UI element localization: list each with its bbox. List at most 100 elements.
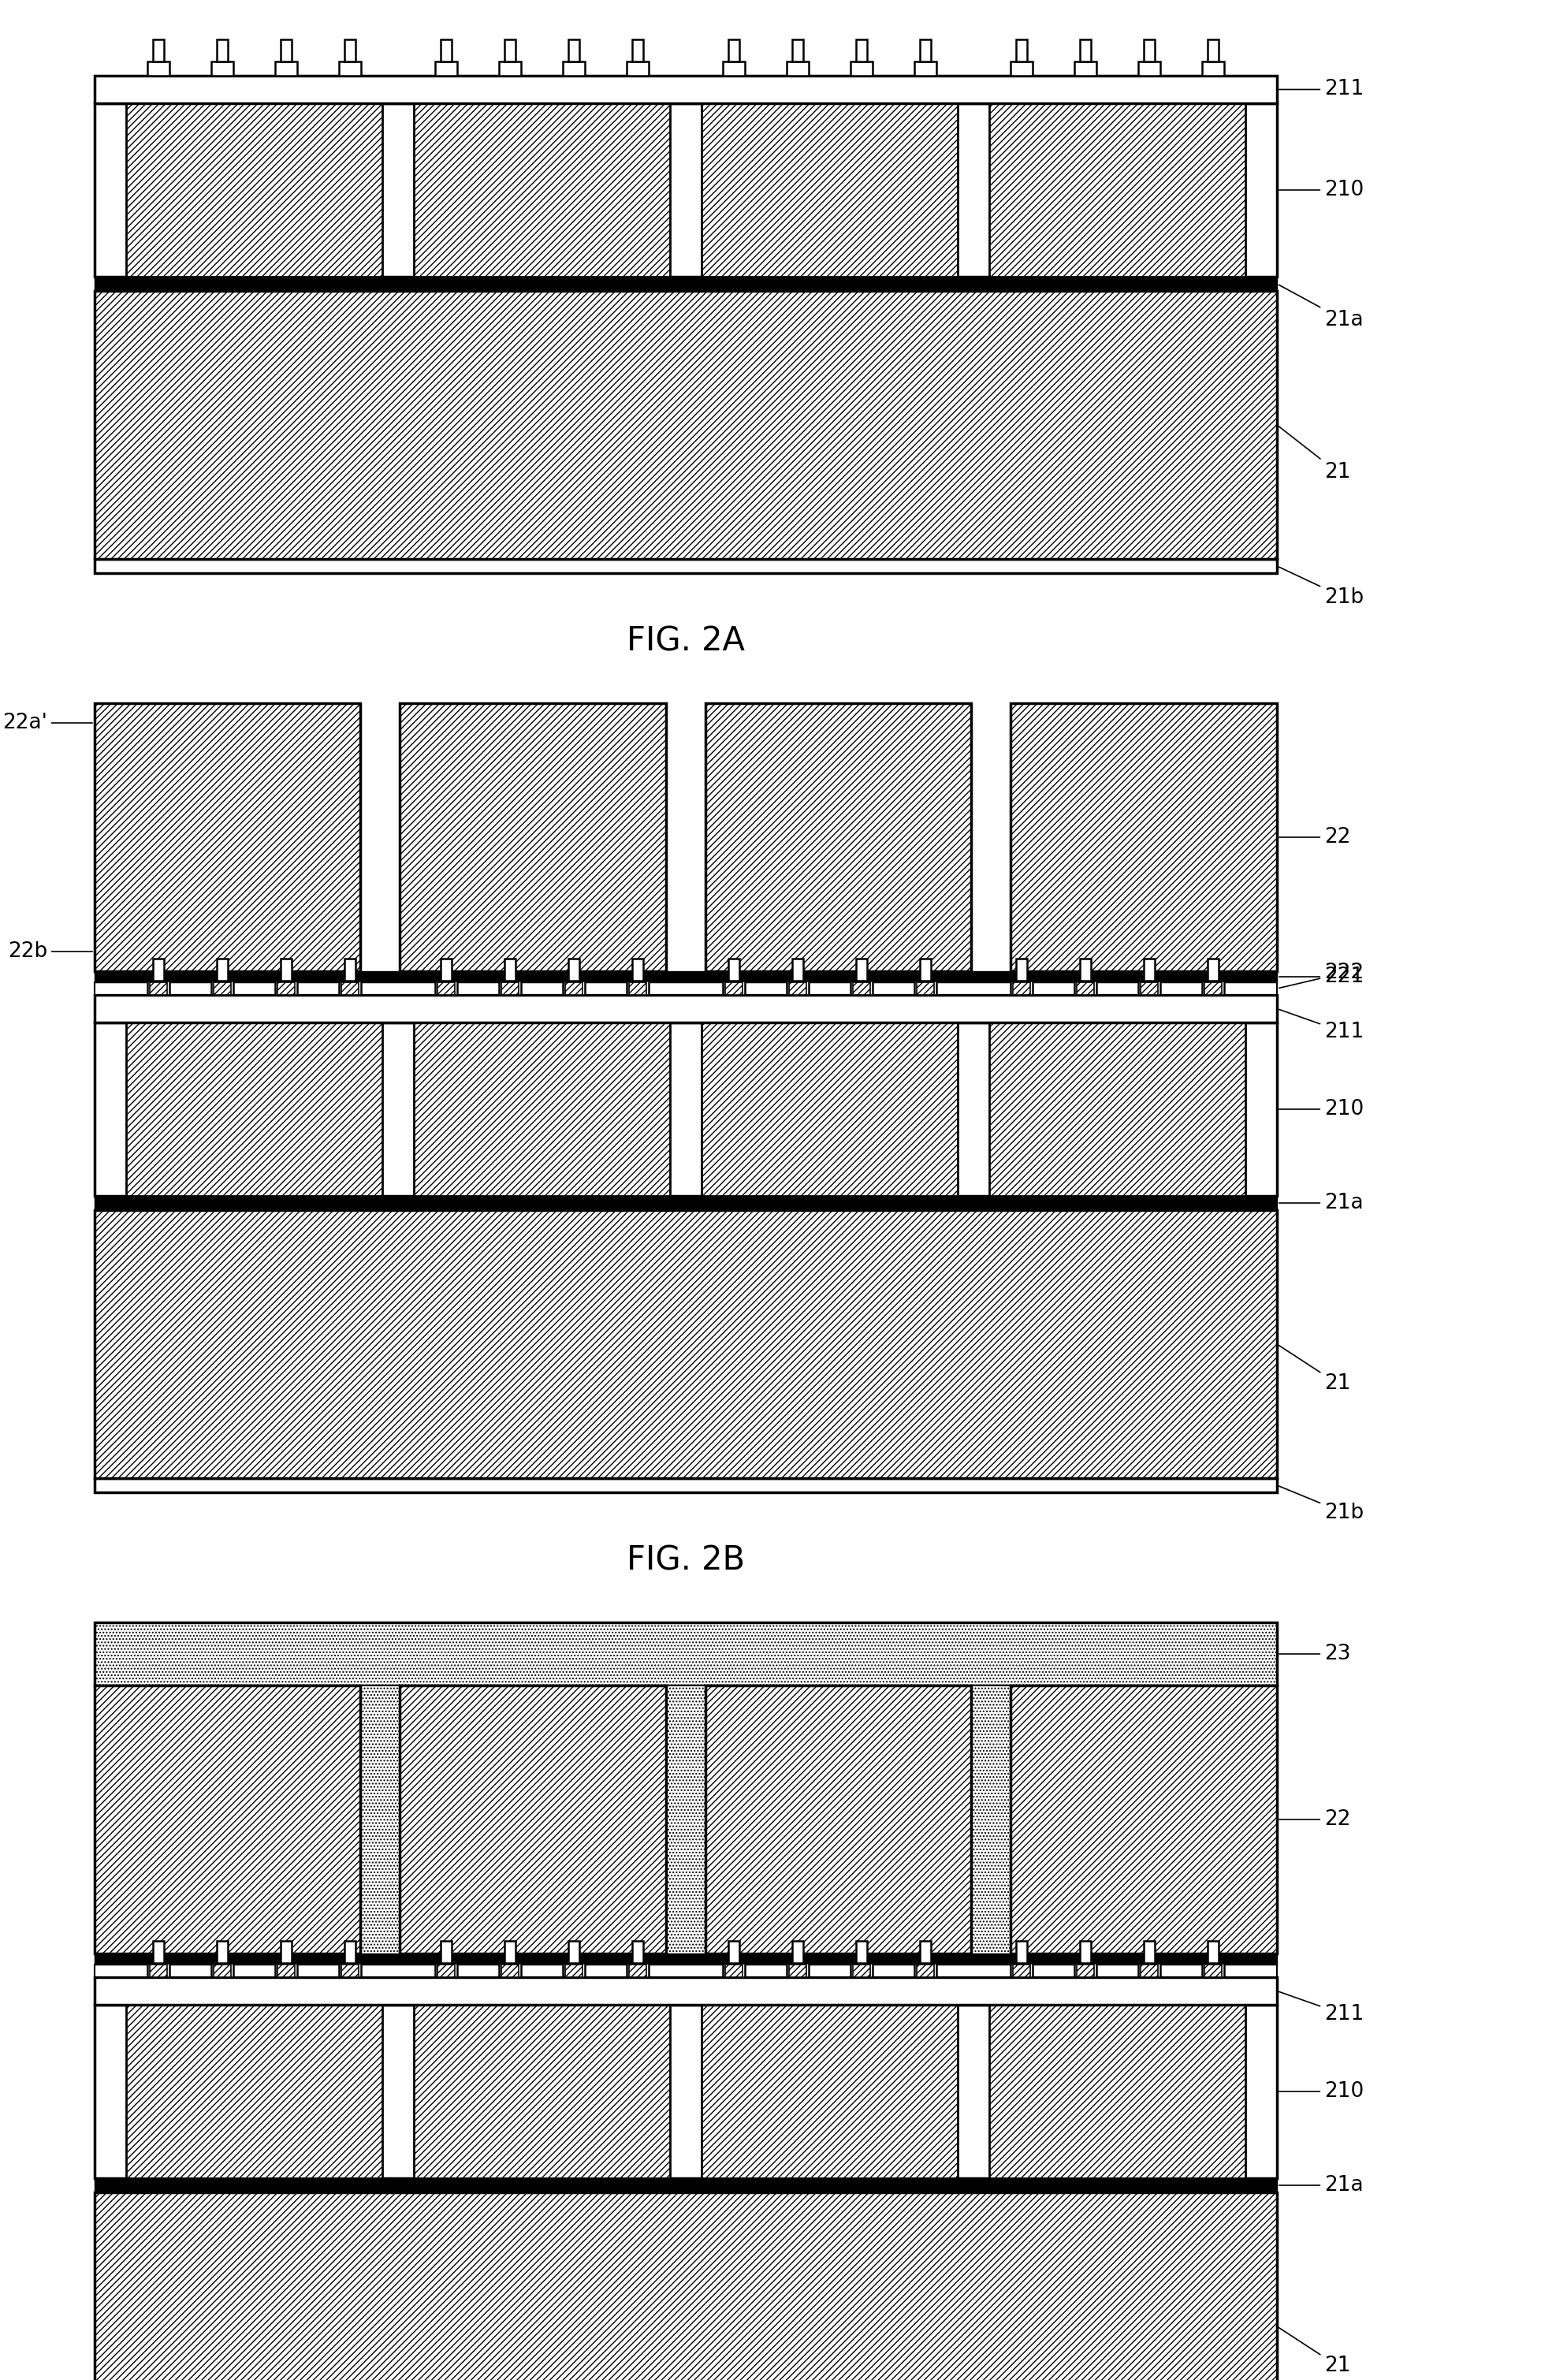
- Bar: [276, 1963, 297, 1978]
- Text: 21: 21: [1279, 2328, 1350, 2375]
- Text: FIG. 2B: FIG. 2B: [627, 1545, 744, 1576]
- Bar: [214, 1963, 231, 1978]
- Bar: [786, 62, 809, 76]
- Bar: [504, 1942, 515, 1963]
- Bar: [701, 102, 957, 276]
- Bar: [415, 102, 670, 276]
- Bar: [627, 62, 649, 76]
- Bar: [989, 2004, 1245, 2178]
- Bar: [211, 62, 233, 76]
- Bar: [94, 2192, 1277, 2380]
- Bar: [989, 1023, 1245, 1195]
- Bar: [435, 1963, 456, 1978]
- Bar: [435, 62, 456, 76]
- Bar: [94, 1195, 1277, 1209]
- Text: 211: 211: [1279, 1009, 1364, 1042]
- Bar: [989, 102, 1245, 276]
- Bar: [345, 1942, 356, 1963]
- Bar: [1011, 702, 1277, 971]
- Bar: [1140, 1963, 1157, 1978]
- Bar: [435, 981, 456, 995]
- Bar: [149, 1963, 166, 1978]
- Bar: [701, 1023, 957, 1195]
- Bar: [276, 62, 297, 76]
- Text: 21b: 21b: [1279, 1485, 1364, 1523]
- Bar: [562, 1963, 586, 1978]
- Bar: [792, 1942, 803, 1963]
- Bar: [94, 1685, 361, 1954]
- Bar: [1208, 1942, 1219, 1963]
- Bar: [1012, 1963, 1029, 1978]
- Text: FIG. 2A: FIG. 2A: [627, 624, 744, 657]
- Bar: [1074, 1963, 1096, 1978]
- Bar: [153, 959, 163, 981]
- Bar: [1139, 62, 1160, 76]
- Bar: [280, 959, 291, 981]
- Bar: [1077, 1963, 1094, 1978]
- Bar: [727, 1942, 740, 1963]
- Text: 22b: 22b: [8, 940, 92, 962]
- Bar: [126, 2004, 382, 2178]
- Bar: [415, 1023, 670, 1195]
- Bar: [499, 981, 521, 995]
- Bar: [1011, 1963, 1032, 1978]
- Text: 210: 210: [1279, 2080, 1364, 2102]
- Bar: [504, 40, 515, 62]
- Bar: [1205, 983, 1222, 995]
- Bar: [1202, 981, 1225, 995]
- Text: 21a: 21a: [1279, 2175, 1364, 2194]
- Bar: [94, 2004, 1277, 2178]
- Bar: [94, 1963, 1277, 1978]
- Bar: [857, 959, 868, 981]
- Text: 21: 21: [1279, 426, 1350, 483]
- Bar: [786, 1963, 809, 1978]
- Bar: [94, 1023, 1277, 1195]
- Bar: [441, 40, 452, 62]
- Bar: [211, 981, 233, 995]
- Bar: [342, 1963, 359, 1978]
- Bar: [789, 983, 806, 995]
- Bar: [851, 981, 872, 995]
- Bar: [211, 1963, 233, 1978]
- Text: 21: 21: [1279, 1345, 1350, 1395]
- Text: 210: 210: [1279, 181, 1364, 200]
- Bar: [94, 1978, 1277, 2004]
- Bar: [1011, 62, 1032, 76]
- Bar: [917, 1963, 934, 1978]
- Bar: [789, 1963, 806, 1978]
- Bar: [627, 1963, 649, 1978]
- Bar: [342, 983, 359, 995]
- Bar: [1143, 1942, 1154, 1963]
- Bar: [94, 102, 1277, 276]
- Bar: [792, 959, 803, 981]
- Bar: [441, 959, 452, 981]
- Bar: [632, 40, 644, 62]
- Bar: [345, 959, 356, 981]
- Bar: [504, 959, 515, 981]
- Bar: [1012, 983, 1029, 995]
- Bar: [1208, 40, 1219, 62]
- Bar: [629, 1963, 647, 1978]
- Bar: [854, 983, 871, 995]
- Bar: [345, 40, 356, 62]
- Bar: [339, 1963, 361, 1978]
- Bar: [94, 1209, 1277, 1478]
- Bar: [854, 1963, 871, 1978]
- Bar: [339, 981, 361, 995]
- Text: 22: 22: [1279, 826, 1350, 847]
- Text: 23: 23: [1279, 1645, 1350, 1664]
- Bar: [217, 959, 228, 981]
- Text: 221: 221: [1279, 966, 1364, 988]
- Bar: [915, 1963, 937, 1978]
- Bar: [94, 276, 1277, 290]
- Text: 22: 22: [1279, 1809, 1350, 1830]
- Bar: [126, 1023, 382, 1195]
- Bar: [915, 62, 937, 76]
- Bar: [569, 1942, 579, 1963]
- Bar: [1139, 1963, 1160, 1978]
- Bar: [632, 1942, 644, 1963]
- Bar: [1202, 62, 1225, 76]
- Text: 222: 222: [1279, 962, 1364, 988]
- Bar: [1077, 983, 1094, 995]
- Bar: [971, 1685, 1011, 1954]
